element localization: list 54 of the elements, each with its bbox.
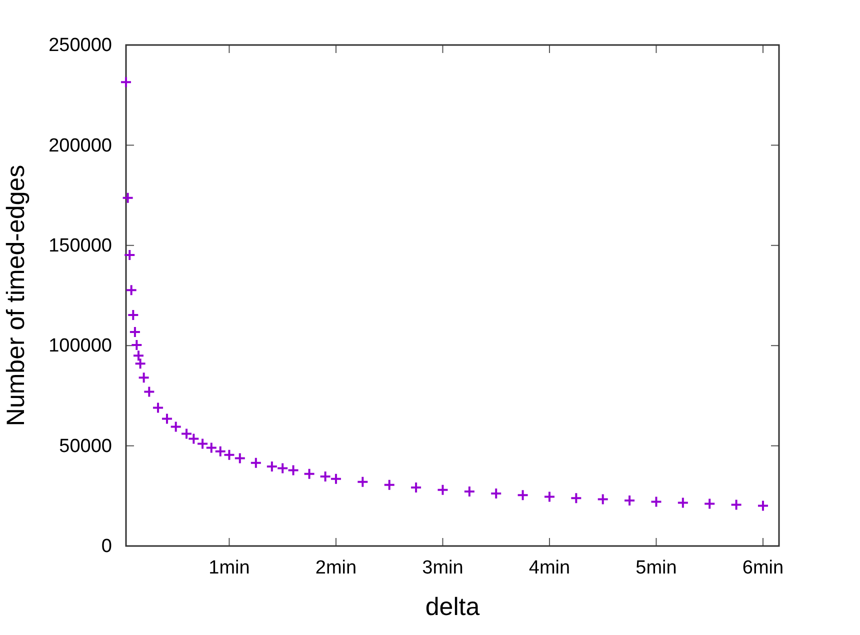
x-tick-label: 6min <box>742 557 784 578</box>
x-tick-label: 5min <box>636 557 677 578</box>
y-tick-label: 250000 <box>48 35 112 56</box>
point <box>516 489 529 502</box>
point <box>410 481 422 494</box>
point <box>132 350 144 362</box>
point <box>490 487 502 500</box>
point <box>266 460 278 472</box>
point <box>234 452 246 464</box>
point <box>223 448 236 461</box>
y-tick-label: 0 <box>101 536 112 558</box>
point <box>276 462 289 474</box>
x-tick-label: 1min <box>208 557 250 578</box>
point <box>704 498 716 510</box>
point <box>124 249 136 262</box>
point <box>356 476 369 488</box>
point <box>130 339 143 351</box>
point <box>436 484 449 496</box>
point <box>125 284 138 296</box>
point <box>319 470 332 482</box>
y-tick-label: 200000 <box>48 135 112 156</box>
x-axis-title: delta <box>425 593 480 621</box>
point <box>303 468 316 480</box>
point <box>127 308 140 321</box>
point <box>383 478 396 491</box>
point <box>143 386 156 398</box>
point <box>122 192 134 204</box>
y-tick-label: 100000 <box>48 336 112 357</box>
x-tick-label: 4min <box>528 557 570 578</box>
y-axis-title: Number of timed-edges <box>2 164 30 426</box>
point <box>128 326 141 338</box>
point <box>543 490 556 503</box>
point <box>138 372 150 384</box>
point <box>330 472 342 485</box>
point <box>287 464 300 476</box>
point <box>214 445 226 458</box>
point <box>624 494 636 507</box>
point <box>152 402 164 414</box>
x-tick-label: 3min <box>422 557 464 578</box>
y-tick-label: 50000 <box>59 436 112 457</box>
point <box>570 492 582 504</box>
y-tick-label: 150000 <box>48 235 112 256</box>
point <box>756 500 769 512</box>
x-tick-label: 2min <box>315 557 357 578</box>
point <box>160 412 173 425</box>
point <box>676 496 689 509</box>
point <box>170 420 182 433</box>
point <box>463 485 476 498</box>
point <box>120 76 132 88</box>
point <box>250 456 262 469</box>
point <box>730 498 742 511</box>
point <box>596 493 609 506</box>
point <box>650 496 662 508</box>
point <box>134 358 146 370</box>
